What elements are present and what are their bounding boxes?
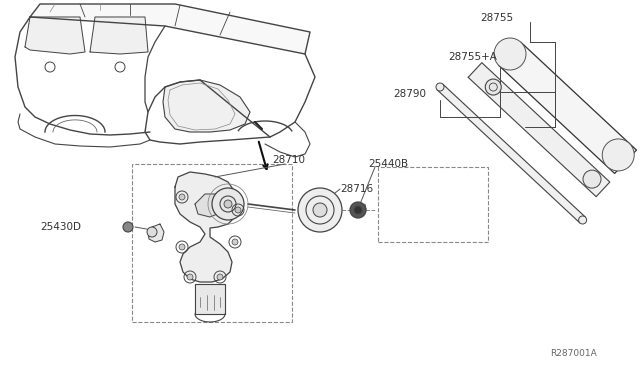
Text: R287001A: R287001A: [550, 350, 596, 359]
Circle shape: [212, 188, 244, 220]
Circle shape: [232, 239, 238, 245]
Bar: [378, 167, 488, 242]
Circle shape: [494, 38, 526, 70]
Circle shape: [350, 202, 366, 218]
Polygon shape: [30, 4, 310, 54]
Circle shape: [235, 207, 241, 213]
Circle shape: [123, 222, 133, 232]
Text: 28790: 28790: [393, 89, 426, 99]
Circle shape: [583, 170, 601, 188]
Text: 28755+A: 28755+A: [448, 52, 497, 62]
Circle shape: [224, 200, 232, 208]
Circle shape: [187, 274, 193, 280]
Polygon shape: [148, 224, 164, 242]
Circle shape: [313, 203, 327, 217]
Circle shape: [354, 206, 362, 214]
Circle shape: [436, 83, 444, 91]
Polygon shape: [437, 84, 586, 223]
Circle shape: [579, 216, 587, 224]
Polygon shape: [90, 17, 148, 54]
Circle shape: [217, 274, 223, 280]
Text: 28755: 28755: [480, 13, 513, 23]
Polygon shape: [195, 284, 225, 314]
Text: 28710: 28710: [272, 155, 305, 165]
Text: 25440B: 25440B: [368, 159, 408, 169]
Polygon shape: [175, 172, 238, 282]
Polygon shape: [163, 80, 250, 132]
Circle shape: [485, 79, 501, 95]
Circle shape: [179, 194, 185, 200]
Polygon shape: [25, 17, 85, 54]
Circle shape: [147, 227, 157, 237]
Circle shape: [298, 188, 342, 232]
Bar: [132, 164, 292, 322]
Circle shape: [602, 139, 634, 171]
Circle shape: [179, 244, 185, 250]
Text: 28716: 28716: [340, 184, 373, 194]
Polygon shape: [195, 194, 225, 217]
Polygon shape: [499, 42, 636, 173]
Text: 25430D: 25430D: [40, 222, 81, 232]
Polygon shape: [468, 63, 610, 197]
